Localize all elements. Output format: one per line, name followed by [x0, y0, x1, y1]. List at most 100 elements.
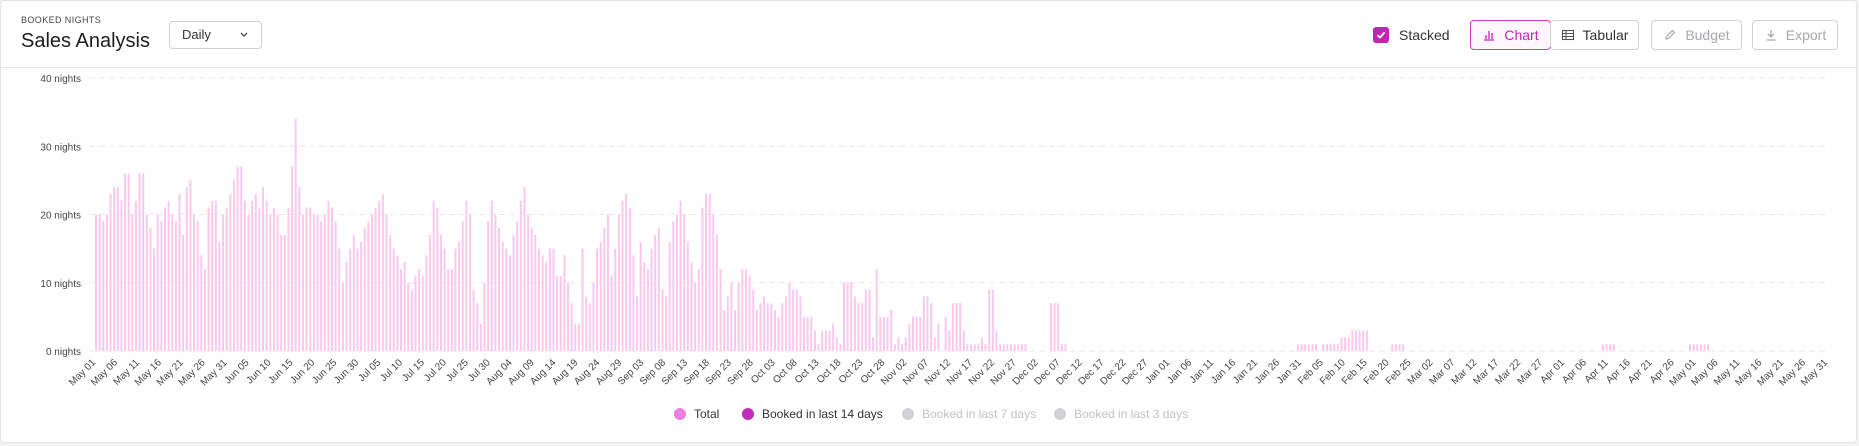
- bar-total[interactable]: [1703, 344, 1706, 351]
- bar-total[interactable]: [770, 303, 773, 351]
- bar-total[interactable]: [792, 289, 795, 351]
- chart-view-button[interactable]: Chart: [1470, 20, 1551, 50]
- bar-total[interactable]: [490, 200, 493, 351]
- bar-total[interactable]: [574, 323, 577, 351]
- bar-total[interactable]: [915, 316, 918, 351]
- bar-total[interactable]: [1354, 330, 1357, 351]
- bar-total[interactable]: [1689, 344, 1692, 351]
- bar-total[interactable]: [995, 330, 998, 351]
- bar-total[interactable]: [690, 262, 693, 351]
- bar-total[interactable]: [980, 337, 983, 351]
- bar-total[interactable]: [705, 194, 708, 351]
- bar-total[interactable]: [1049, 303, 1052, 351]
- bar-total[interactable]: [567, 282, 570, 351]
- bar-total[interactable]: [697, 269, 700, 351]
- bar-total[interactable]: [1017, 344, 1020, 351]
- bar-total[interactable]: [846, 282, 849, 351]
- bar-total[interactable]: [759, 303, 762, 351]
- bar-total[interactable]: [752, 289, 755, 351]
- bar-total[interactable]: [352, 234, 355, 351]
- bar-total[interactable]: [1347, 337, 1350, 351]
- bar-total[interactable]: [919, 316, 922, 351]
- bar-total[interactable]: [1696, 344, 1699, 351]
- bar-total[interactable]: [487, 221, 490, 351]
- bar-total[interactable]: [592, 282, 595, 351]
- bar-total[interactable]: [450, 269, 453, 351]
- bar-total[interactable]: [1699, 344, 1702, 351]
- bar-total[interactable]: [715, 234, 718, 351]
- bar-total[interactable]: [113, 187, 116, 351]
- bar-total[interactable]: [1013, 344, 1016, 351]
- bar-total[interactable]: [167, 200, 170, 351]
- bar-total[interactable]: [320, 221, 323, 351]
- bar-total[interactable]: [109, 194, 112, 351]
- bar-total[interactable]: [251, 200, 254, 351]
- bar-total[interactable]: [240, 166, 243, 351]
- bar-total[interactable]: [712, 214, 715, 352]
- bar-total[interactable]: [617, 214, 620, 352]
- bar-total[interactable]: [966, 344, 969, 351]
- bar-total[interactable]: [370, 214, 373, 352]
- bar-total[interactable]: [447, 269, 450, 351]
- bar-total[interactable]: [857, 303, 860, 351]
- legend-item-booked-14[interactable]: Booked in last 14 days: [742, 407, 883, 421]
- bar-total[interactable]: [588, 303, 591, 351]
- bar-total[interactable]: [116, 187, 119, 351]
- bar-total[interactable]: [232, 180, 235, 351]
- bar-total[interactable]: [672, 221, 675, 351]
- bar-total[interactable]: [331, 207, 334, 351]
- bar-total[interactable]: [432, 200, 435, 351]
- bar-total[interactable]: [548, 248, 551, 351]
- bar-total[interactable]: [788, 282, 791, 351]
- bar-total[interactable]: [1304, 344, 1307, 351]
- bar-total[interactable]: [828, 330, 831, 351]
- bar-total[interactable]: [1333, 344, 1336, 351]
- bar-total[interactable]: [1605, 344, 1608, 351]
- bar-total[interactable]: [142, 173, 145, 351]
- bar-total[interactable]: [944, 316, 947, 351]
- bar-total[interactable]: [599, 241, 602, 351]
- bar-total[interactable]: [476, 303, 479, 351]
- bar-total[interactable]: [636, 296, 639, 351]
- bar-total[interactable]: [305, 207, 308, 351]
- bar-total[interactable]: [730, 282, 733, 351]
- bar-total[interactable]: [516, 221, 519, 351]
- bar-total[interactable]: [723, 310, 726, 351]
- bar-total[interactable]: [222, 214, 225, 352]
- bar-total[interactable]: [174, 221, 177, 351]
- bar-total[interactable]: [498, 228, 501, 351]
- bar-total[interactable]: [1609, 344, 1612, 351]
- stacked-checkbox[interactable]: [1373, 27, 1389, 43]
- bar-total[interactable]: [726, 296, 729, 351]
- bar-total[interactable]: [774, 310, 777, 351]
- bar-total[interactable]: [1064, 344, 1067, 351]
- legend-item-booked-3[interactable]: Booked in last 3 days: [1054, 407, 1188, 421]
- bar-total[interactable]: [131, 214, 134, 352]
- bar-total[interactable]: [102, 221, 105, 351]
- bar-total[interactable]: [864, 289, 867, 351]
- bar-total[interactable]: [614, 248, 617, 351]
- bar-total[interactable]: [291, 166, 294, 351]
- bar-total[interactable]: [904, 337, 907, 351]
- bar-total[interactable]: [686, 241, 689, 351]
- bar-total[interactable]: [236, 166, 239, 351]
- bar-total[interactable]: [1329, 344, 1332, 351]
- bar-total[interactable]: [984, 344, 987, 351]
- bar-total[interactable]: [962, 330, 965, 351]
- bar-total[interactable]: [461, 221, 464, 351]
- bar-total[interactable]: [556, 275, 559, 351]
- bar-total[interactable]: [407, 282, 410, 351]
- bar-total[interactable]: [367, 221, 370, 351]
- bar-total[interactable]: [294, 118, 297, 351]
- bar-total[interactable]: [247, 214, 250, 352]
- bar-total[interactable]: [425, 255, 428, 351]
- bar-total[interactable]: [145, 214, 148, 352]
- bar-total[interactable]: [570, 303, 573, 351]
- bar-total[interactable]: [403, 262, 406, 351]
- bar-total[interactable]: [853, 296, 856, 351]
- bar-total[interactable]: [901, 344, 904, 351]
- bar-total[interactable]: [225, 207, 228, 351]
- bar-total[interactable]: [650, 248, 653, 351]
- bar-total[interactable]: [991, 289, 994, 351]
- period-select[interactable]: Daily: [169, 21, 262, 49]
